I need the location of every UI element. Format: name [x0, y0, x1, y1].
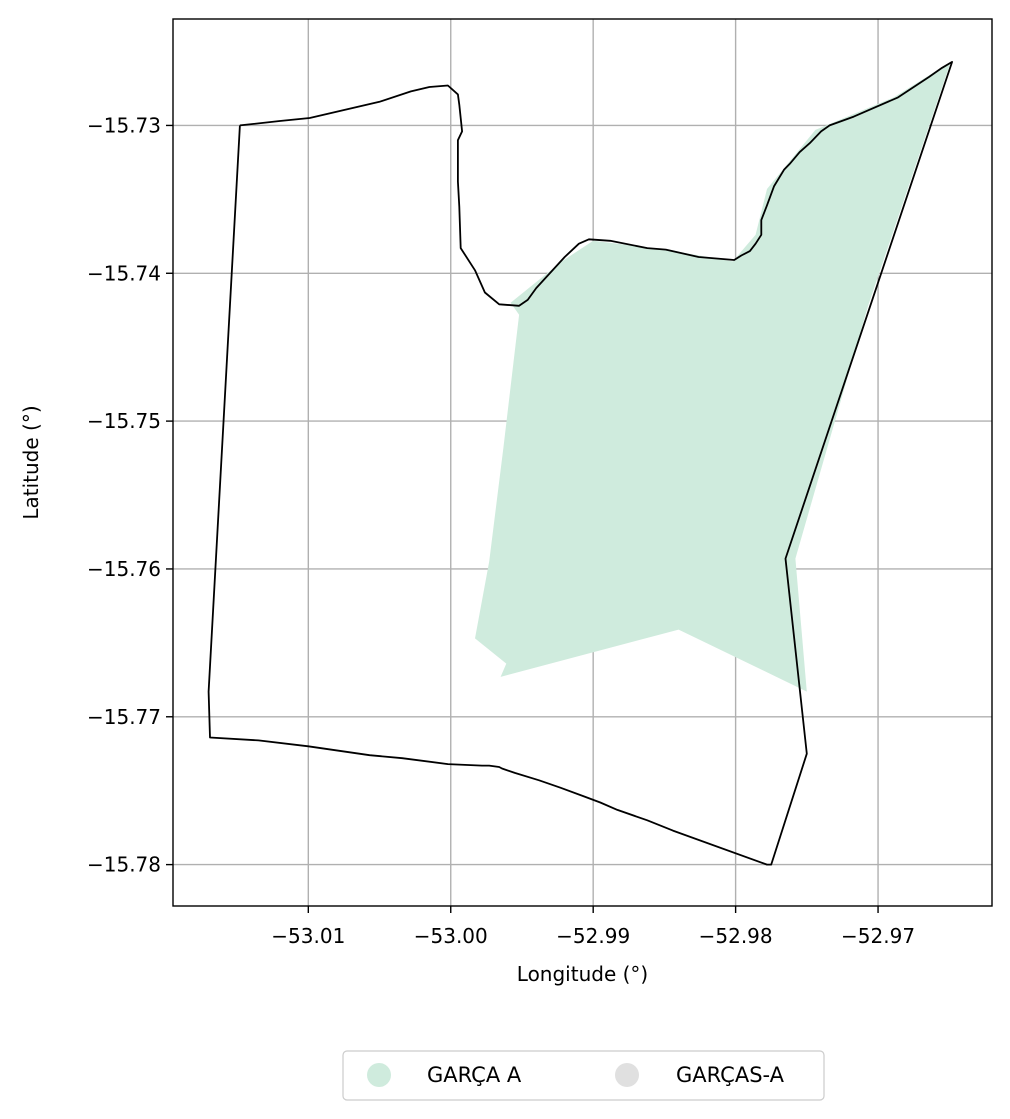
- boundary-outline: [207, 61, 953, 866]
- legend-box: [342, 1050, 825, 1101]
- plot-frame: [172, 18, 993, 907]
- y-tick-label: −15.78: [87, 853, 161, 877]
- x-tick-label: −52.97: [841, 924, 915, 948]
- y-tick-label: −15.73: [87, 113, 161, 137]
- y-tick-label: −15.77: [87, 705, 161, 729]
- x-axis-label: Longitude (°): [517, 962, 648, 986]
- region-garca-a: [475, 61, 951, 692]
- legend-label-garcas-a: GARÇAS-A: [676, 1063, 785, 1087]
- y-tick-label: −15.76: [87, 557, 161, 581]
- legend-marker-garcas-a: [615, 1063, 639, 1087]
- x-tick-label: −53.01: [271, 924, 345, 948]
- legend: GARÇA A GARÇAS-A: [342, 1050, 825, 1101]
- y-axis-label: Latitude (°): [19, 405, 43, 519]
- legend-marker-garca-a: [367, 1063, 391, 1087]
- ticks: −53.01 −53.00 −52.99 −52.98 −52.97 −15.73 −15.…: [87, 113, 915, 948]
- map-shapes: [207, 61, 953, 866]
- legend-label-garca-a: GARÇA A: [427, 1063, 522, 1087]
- x-tick-label: −52.98: [699, 924, 773, 948]
- x-tick-label: −52.99: [556, 924, 630, 948]
- x-tick-label: −53.00: [414, 924, 488, 948]
- y-tick-label: −15.74: [87, 261, 161, 285]
- y-tick-label: −15.75: [87, 409, 161, 433]
